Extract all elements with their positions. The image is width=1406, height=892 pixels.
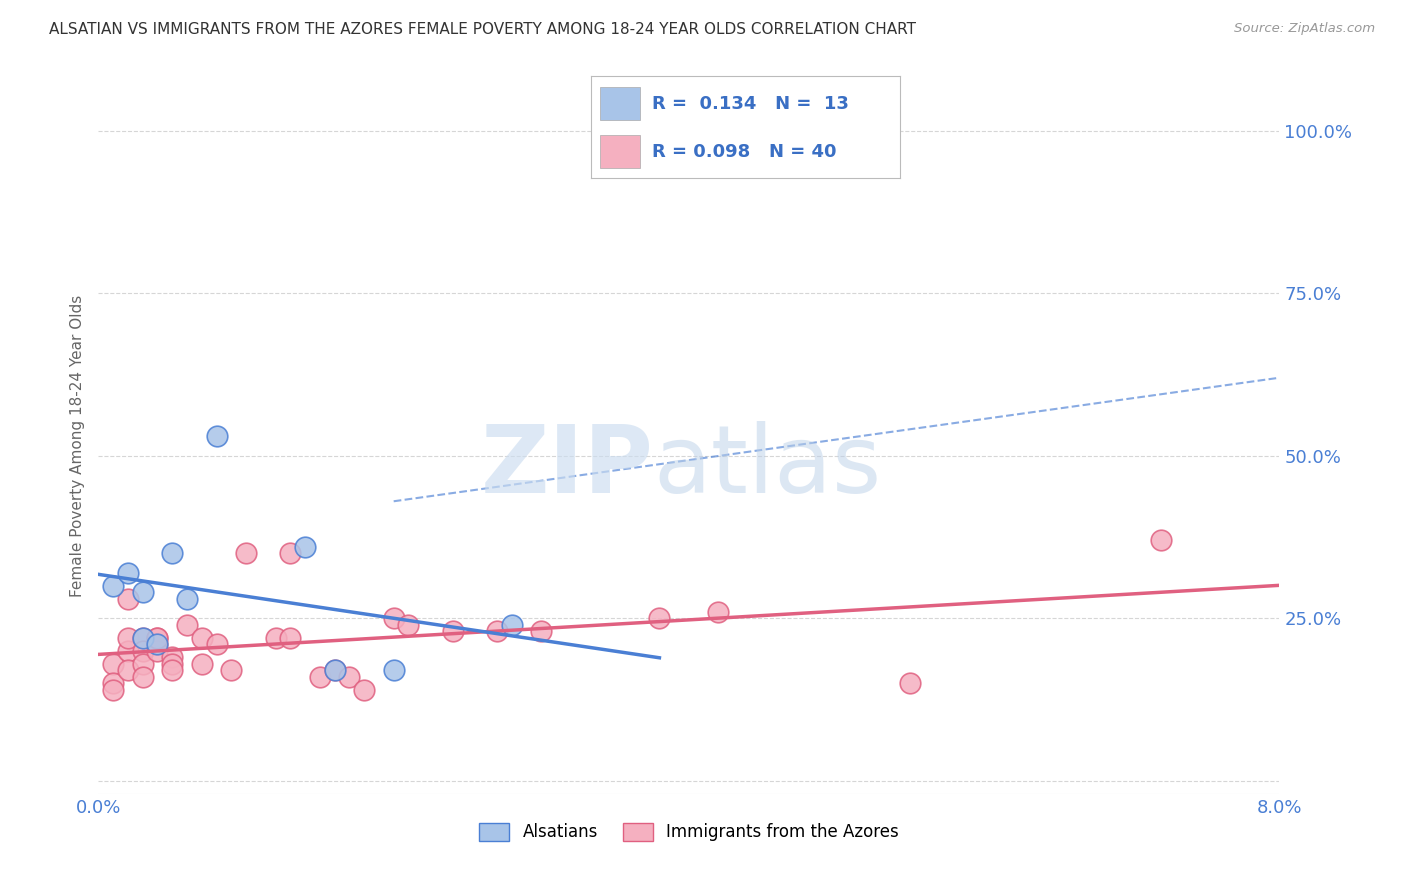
- Point: [648, 123, 671, 137]
- Point: [103, 657, 125, 671]
- Point: [132, 644, 155, 658]
- Point: [146, 631, 169, 645]
- Point: [294, 540, 316, 554]
- Text: ZIP: ZIP: [481, 421, 654, 513]
- Point: [309, 670, 332, 684]
- Point: [162, 650, 183, 665]
- Text: atlas: atlas: [654, 421, 882, 513]
- Point: [205, 429, 228, 443]
- Point: [162, 546, 183, 560]
- Point: [1150, 533, 1173, 548]
- Point: [103, 676, 125, 690]
- Point: [132, 631, 155, 645]
- Point: [235, 546, 257, 560]
- Point: [117, 631, 139, 645]
- Point: [162, 657, 183, 671]
- Point: [900, 676, 922, 690]
- Y-axis label: Female Poverty Among 18-24 Year Olds: Female Poverty Among 18-24 Year Olds: [69, 295, 84, 597]
- Point: [280, 631, 302, 645]
- Point: [280, 546, 302, 560]
- Point: [117, 566, 139, 580]
- Point: [146, 644, 169, 658]
- Legend: Alsatians, Immigrants from the Azores: Alsatians, Immigrants from the Azores: [472, 816, 905, 848]
- Point: [132, 670, 155, 684]
- Text: R =  0.134   N =  13: R = 0.134 N = 13: [652, 95, 849, 112]
- Point: [103, 579, 125, 593]
- Point: [132, 585, 155, 599]
- Text: Source: ZipAtlas.com: Source: ZipAtlas.com: [1234, 22, 1375, 36]
- Point: [264, 631, 287, 645]
- Point: [146, 631, 169, 645]
- FancyBboxPatch shape: [600, 87, 640, 120]
- Point: [353, 682, 375, 697]
- Text: R = 0.098   N = 40: R = 0.098 N = 40: [652, 143, 837, 161]
- Point: [103, 682, 125, 697]
- Point: [191, 657, 214, 671]
- Point: [162, 663, 183, 677]
- Point: [117, 663, 139, 677]
- Text: ALSATIAN VS IMMIGRANTS FROM THE AZORES FEMALE POVERTY AMONG 18-24 YEAR OLDS CORR: ALSATIAN VS IMMIGRANTS FROM THE AZORES F…: [49, 22, 917, 37]
- Point: [146, 637, 169, 651]
- Point: [339, 670, 361, 684]
- Point: [146, 637, 169, 651]
- Point: [176, 591, 198, 606]
- Point: [501, 617, 523, 632]
- Point: [117, 591, 139, 606]
- Point: [707, 605, 730, 619]
- Point: [398, 617, 420, 632]
- Point: [221, 663, 243, 677]
- Point: [323, 663, 346, 677]
- Point: [323, 663, 346, 677]
- Point: [205, 637, 228, 651]
- Point: [191, 631, 214, 645]
- Point: [486, 624, 509, 639]
- Point: [132, 631, 155, 645]
- Point: [382, 663, 405, 677]
- Point: [117, 644, 139, 658]
- Point: [648, 611, 671, 625]
- Point: [441, 624, 464, 639]
- Point: [176, 617, 198, 632]
- Point: [132, 657, 155, 671]
- Point: [530, 624, 553, 639]
- Point: [382, 611, 405, 625]
- FancyBboxPatch shape: [600, 136, 640, 168]
